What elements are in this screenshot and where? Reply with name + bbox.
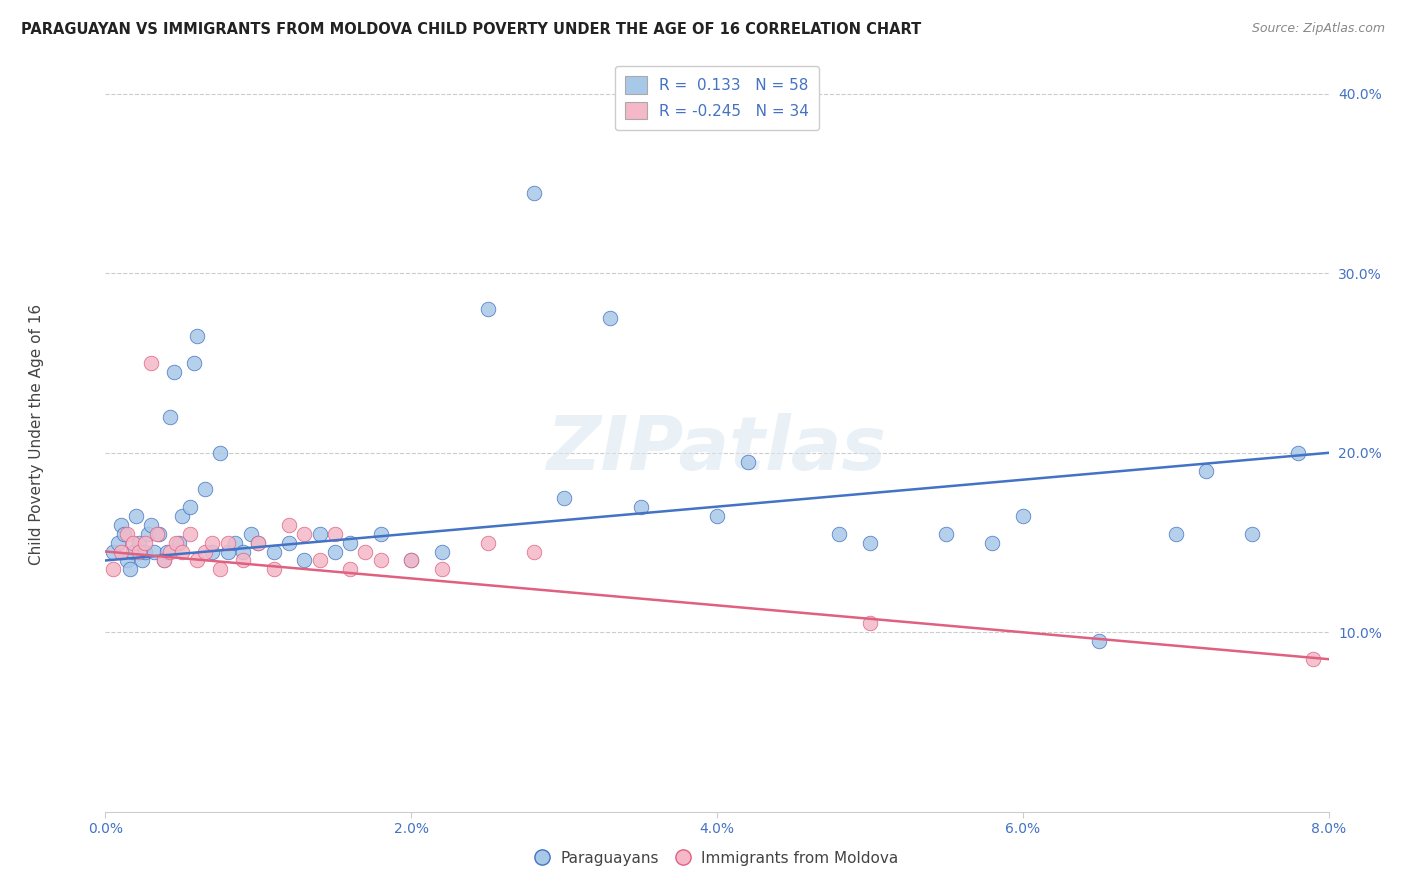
Point: [134, 544, 156, 558]
Point: [232, 553, 254, 567]
Point: [148, 526, 170, 541]
Point: [101, 544, 124, 558]
Point: [1302, 652, 1324, 666]
Point: [239, 526, 262, 541]
Point: [167, 535, 190, 549]
Point: [101, 562, 124, 576]
Point: [155, 544, 177, 558]
Point: [170, 508, 193, 523]
Point: [115, 553, 138, 567]
Point: [131, 553, 153, 567]
Point: [232, 544, 254, 558]
Legend: Paraguayans, Immigrants from Moldova: Paraguayans, Immigrants from Moldova: [530, 845, 904, 871]
Point: [179, 500, 201, 514]
Point: [308, 526, 330, 541]
Point: [399, 553, 422, 567]
Point: [136, 526, 159, 541]
Point: [859, 535, 882, 549]
Point: [1011, 508, 1033, 523]
Point: [522, 544, 544, 558]
Point: [247, 535, 270, 549]
Point: [141, 356, 163, 370]
Point: [477, 302, 499, 317]
Point: [323, 526, 346, 541]
Point: [278, 535, 301, 549]
Point: [308, 553, 330, 567]
Point: [522, 186, 544, 200]
Point: [146, 526, 169, 541]
Point: [399, 553, 422, 567]
Point: [110, 544, 132, 558]
Point: [828, 526, 851, 541]
Point: [217, 544, 239, 558]
Point: [354, 544, 377, 558]
Point: [163, 365, 186, 379]
Point: [553, 491, 575, 505]
Point: [1286, 446, 1309, 460]
Point: [224, 535, 246, 549]
Point: [292, 526, 315, 541]
Point: [134, 535, 156, 549]
Point: [125, 508, 148, 523]
Point: [1241, 526, 1264, 541]
Point: [477, 535, 499, 549]
Point: [263, 562, 285, 576]
Point: [217, 535, 239, 549]
Point: [186, 329, 208, 343]
Point: [859, 616, 882, 631]
Point: [128, 544, 150, 558]
Point: [128, 535, 150, 549]
Point: [1088, 634, 1111, 648]
Point: [706, 508, 728, 523]
Point: [152, 553, 174, 567]
Point: [186, 553, 208, 567]
Point: [179, 526, 201, 541]
Point: [292, 553, 315, 567]
Point: [122, 544, 145, 558]
Point: [247, 535, 270, 549]
Point: [370, 526, 392, 541]
Point: [370, 553, 392, 567]
Y-axis label: Child Poverty Under the Age of 16: Child Poverty Under the Age of 16: [28, 304, 44, 566]
Point: [630, 500, 652, 514]
Point: [981, 535, 1004, 549]
Point: [201, 535, 224, 549]
Point: [599, 311, 621, 326]
Text: Source: ZipAtlas.com: Source: ZipAtlas.com: [1251, 22, 1385, 36]
Point: [278, 517, 301, 532]
Point: [935, 526, 957, 541]
Point: [152, 553, 174, 567]
Point: [1195, 464, 1218, 478]
Point: [209, 562, 232, 576]
Point: [201, 544, 224, 558]
Point: [737, 455, 759, 469]
Point: [107, 535, 129, 549]
Point: [159, 409, 181, 424]
Point: [194, 482, 217, 496]
Point: [112, 526, 135, 541]
Point: [323, 544, 346, 558]
Point: [339, 562, 361, 576]
Text: ZIPatlas: ZIPatlas: [547, 413, 887, 486]
Point: [122, 535, 145, 549]
Point: [183, 356, 205, 370]
Point: [430, 562, 453, 576]
Point: [115, 526, 138, 541]
Point: [110, 517, 132, 532]
Point: [263, 544, 285, 558]
Point: [118, 562, 141, 576]
Point: [209, 446, 232, 460]
Text: PARAGUAYAN VS IMMIGRANTS FROM MOLDOVA CHILD POVERTY UNDER THE AGE OF 16 CORRELAT: PARAGUAYAN VS IMMIGRANTS FROM MOLDOVA CH…: [21, 22, 921, 37]
Point: [170, 544, 193, 558]
Point: [430, 544, 453, 558]
Point: [1164, 526, 1187, 541]
Point: [159, 544, 181, 558]
Point: [141, 517, 163, 532]
Point: [194, 544, 217, 558]
Point: [339, 535, 361, 549]
Point: [165, 535, 187, 549]
Point: [143, 544, 166, 558]
